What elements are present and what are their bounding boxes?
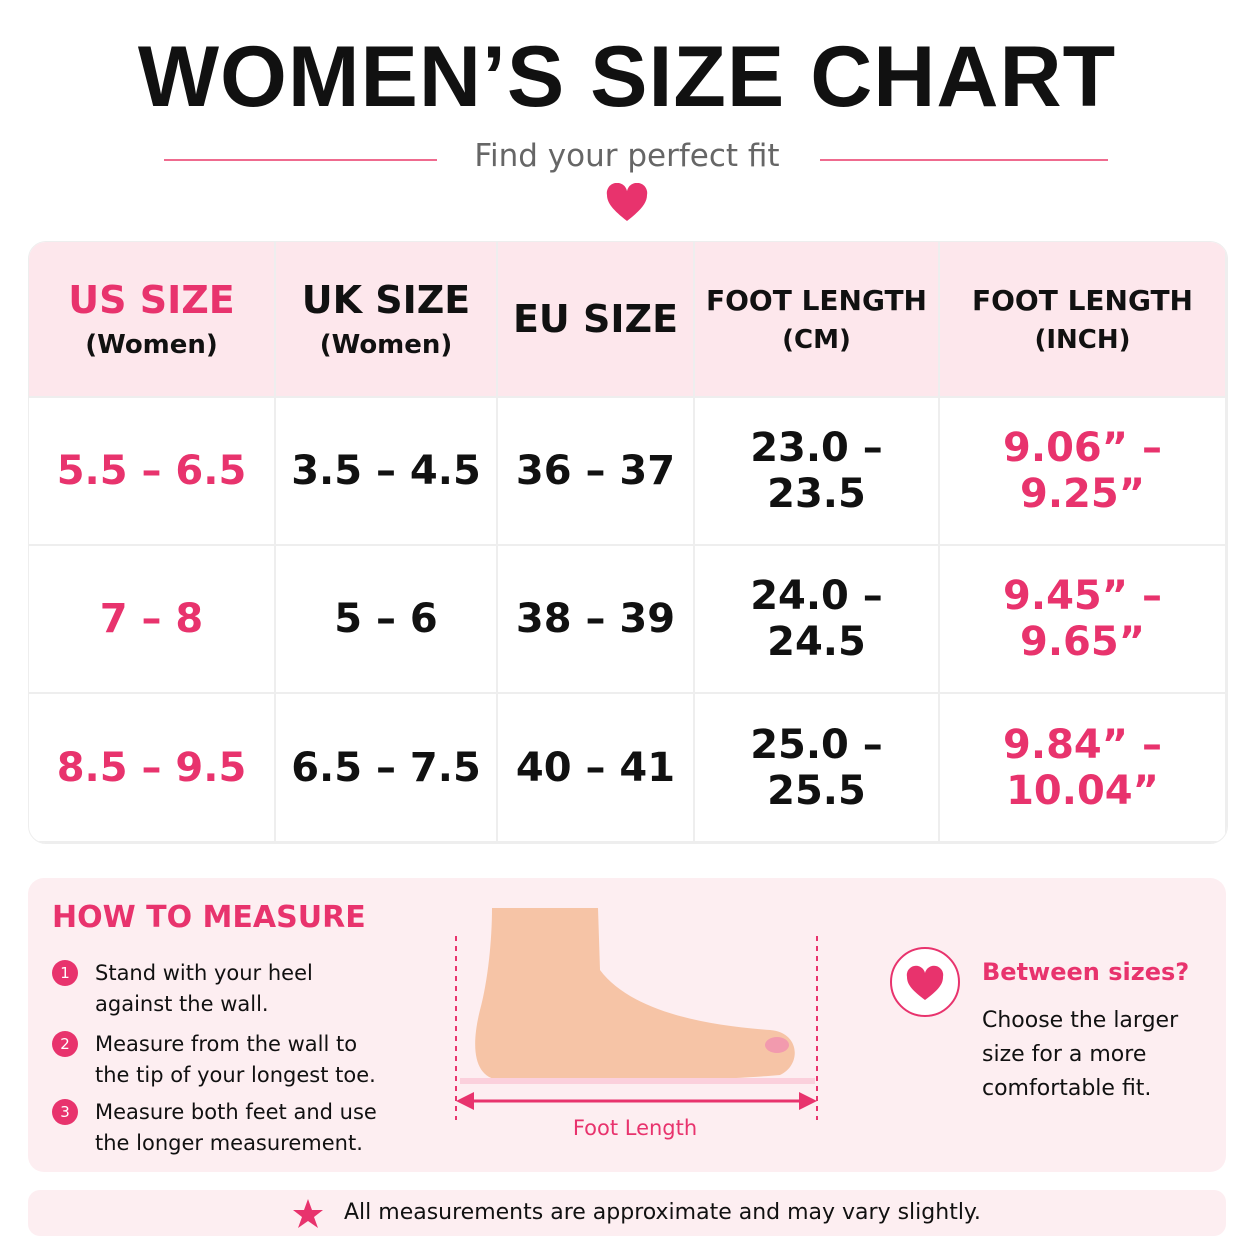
cell-value: 38 – 39	[515, 596, 676, 642]
cell-value: 36 – 37	[515, 448, 676, 494]
header-sub: (Women)	[85, 330, 218, 360]
diagram-label: Foot Length	[572, 1116, 698, 1140]
table-cell: 36 – 37	[498, 398, 695, 546]
step-number: 2	[52, 1031, 78, 1057]
footer-bar	[28, 1190, 1226, 1236]
header-cell: EU SIZE	[498, 242, 695, 398]
star-icon	[293, 1199, 323, 1228]
header-title: US SIZE	[68, 278, 235, 322]
header-cell: UK SIZE (Women)	[276, 242, 498, 398]
table-cell: 9.84” – 10.04”	[940, 694, 1227, 843]
table-cell: 38 – 39	[498, 546, 695, 694]
cell-value: 6.5 – 7.5	[291, 744, 481, 791]
table-cell: 9.45” – 9.65”	[940, 546, 1227, 694]
cell-value: 23.0 – 23.5	[750, 425, 883, 517]
header-cell: FOOT LENGTH (INCH)	[940, 242, 1227, 398]
tip-title: Between sizes?	[982, 958, 1190, 986]
step: 2 Measure from the wall to the tip of you…	[52, 1029, 392, 1091]
footer-note: All measurements are approximate and may…	[344, 1200, 981, 1225]
header-sub: (Women)	[319, 330, 453, 360]
table-cell: 40 – 41	[498, 694, 695, 843]
header-cell: FOOT LENGTH (CM)	[695, 242, 940, 398]
step: 3 Measure both feet and use the longer me…	[52, 1097, 392, 1159]
header-title: UK SIZE	[301, 278, 471, 322]
cell-value: 3.5 – 4.5	[291, 448, 481, 494]
step-number: 1	[52, 960, 78, 986]
table-cell: 5 – 6	[276, 546, 498, 694]
step-text: Stand with your heel against the wall.	[95, 961, 313, 1016]
subtitle: Find your perfect fit	[474, 138, 780, 174]
cell-value: 9.45” – 9.65”	[1003, 573, 1162, 665]
table-cell: 24.0 – 24.5	[695, 546, 940, 694]
step: 1 Stand with your heel against the wall.	[52, 958, 392, 1020]
table-cell: 25.0 – 25.5	[695, 694, 940, 843]
heart-icon	[606, 183, 648, 221]
title: WOMEN’S SIZE CHART	[137, 29, 1117, 125]
step-text: Measure from the wall to the tip of your…	[95, 1032, 376, 1087]
size-table: US SIZE (Women) UK SIZE (Women) EU SIZE FOOT …	[28, 241, 1228, 844]
cell-value: 40 – 41	[515, 744, 676, 791]
header-title: EU SIZE	[512, 297, 679, 341]
header-sub: (INCH)	[1034, 324, 1131, 355]
header-title: FOOT LENGTH	[705, 283, 927, 317]
header-cell: US SIZE (Women)	[29, 242, 276, 398]
header-sub: (CM)	[782, 324, 851, 355]
cell-value: 25.0 – 25.5	[750, 721, 883, 814]
cell-value: 9.84” – 10.04”	[1003, 721, 1162, 814]
foot-diagram	[455, 908, 818, 1120]
measure-title: HOW TO MEASURE	[52, 900, 366, 935]
tip-icon	[890, 947, 960, 1017]
cell-value: 5.5 – 6.5	[56, 448, 247, 494]
table-cell: 3.5 – 4.5	[276, 398, 498, 546]
table-cell: 8.5 – 9.5	[29, 694, 276, 843]
cell-value: 5 – 6	[334, 596, 438, 642]
header-title: FOOT LENGTH	[971, 283, 1193, 317]
table-cell: 6.5 – 7.5	[276, 694, 498, 843]
divider	[820, 159, 1108, 161]
cell-value: 24.0 – 24.5	[750, 573, 883, 665]
cell-value: 8.5 – 9.5	[56, 744, 247, 791]
tip-text: Choose the larger size for a more comfor…	[982, 1008, 1179, 1101]
step-number: 3	[52, 1099, 78, 1125]
cell-value: 9.06” – 9.25”	[1003, 425, 1162, 517]
cell-value: 7 – 8	[99, 596, 204, 642]
divider	[164, 159, 437, 161]
step-text: Measure both feet and use the longer mea…	[95, 1100, 377, 1155]
table-cell: 23.0 – 23.5	[695, 398, 940, 546]
table-cell: 7 – 8	[29, 546, 276, 694]
table-cell: 9.06” – 9.25”	[940, 398, 1227, 546]
table-cell: 5.5 – 6.5	[29, 398, 276, 546]
